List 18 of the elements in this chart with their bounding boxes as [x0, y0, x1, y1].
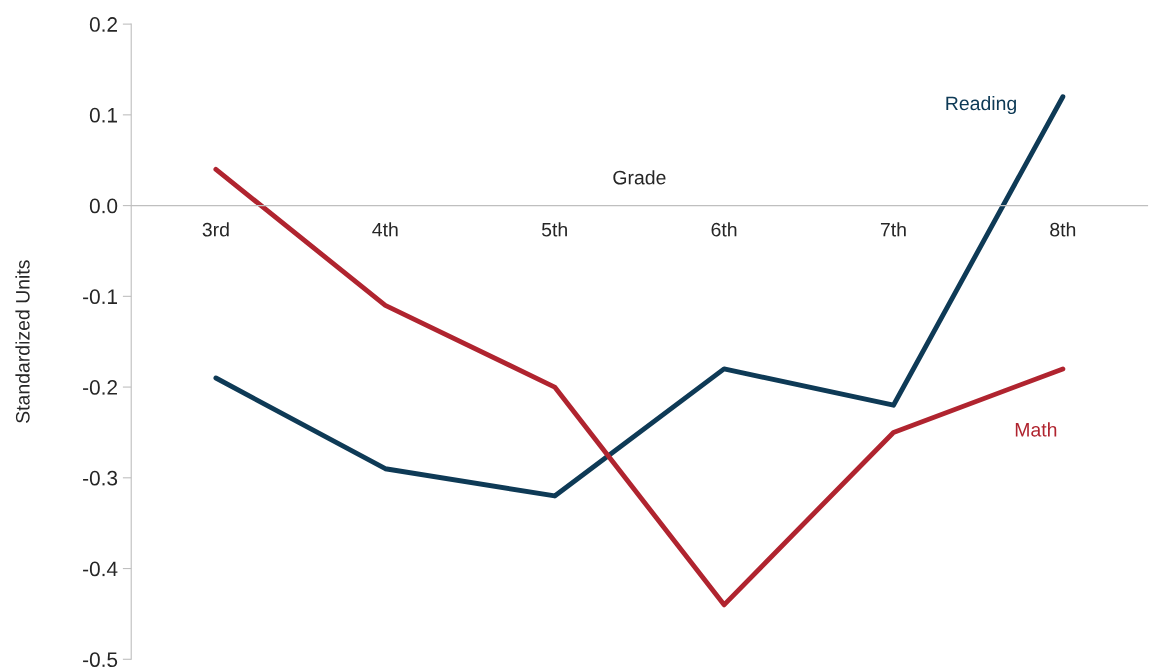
x-tick-label: 8th	[1050, 222, 1076, 237]
series-label: Math	[1015, 422, 1057, 437]
y-tick-label: 0.0	[89, 198, 118, 214]
x-tick-label: 4th	[372, 222, 398, 237]
y-tick-label: -0.1	[83, 289, 118, 305]
y-tick-label: 0.2	[89, 17, 117, 32]
y-tick-label: 0.1	[89, 107, 118, 123]
x-tick-label: 5th	[541, 222, 567, 237]
y-axis-title: Standardized Units	[15, 260, 30, 423]
x-axis-title: Grade	[613, 170, 666, 185]
x-tick-label: 7th	[880, 222, 906, 237]
x-tick-label: 6th	[711, 222, 737, 237]
y-tick-label: -0.3	[83, 470, 118, 486]
y-tick-label: -0.2	[83, 380, 117, 395]
y-tick-label: -0.4	[83, 561, 118, 577]
y-tick-label: -0.5	[83, 652, 118, 668]
series-label: Reading	[946, 95, 1016, 115]
x-tick-label: 3rd	[202, 222, 229, 237]
